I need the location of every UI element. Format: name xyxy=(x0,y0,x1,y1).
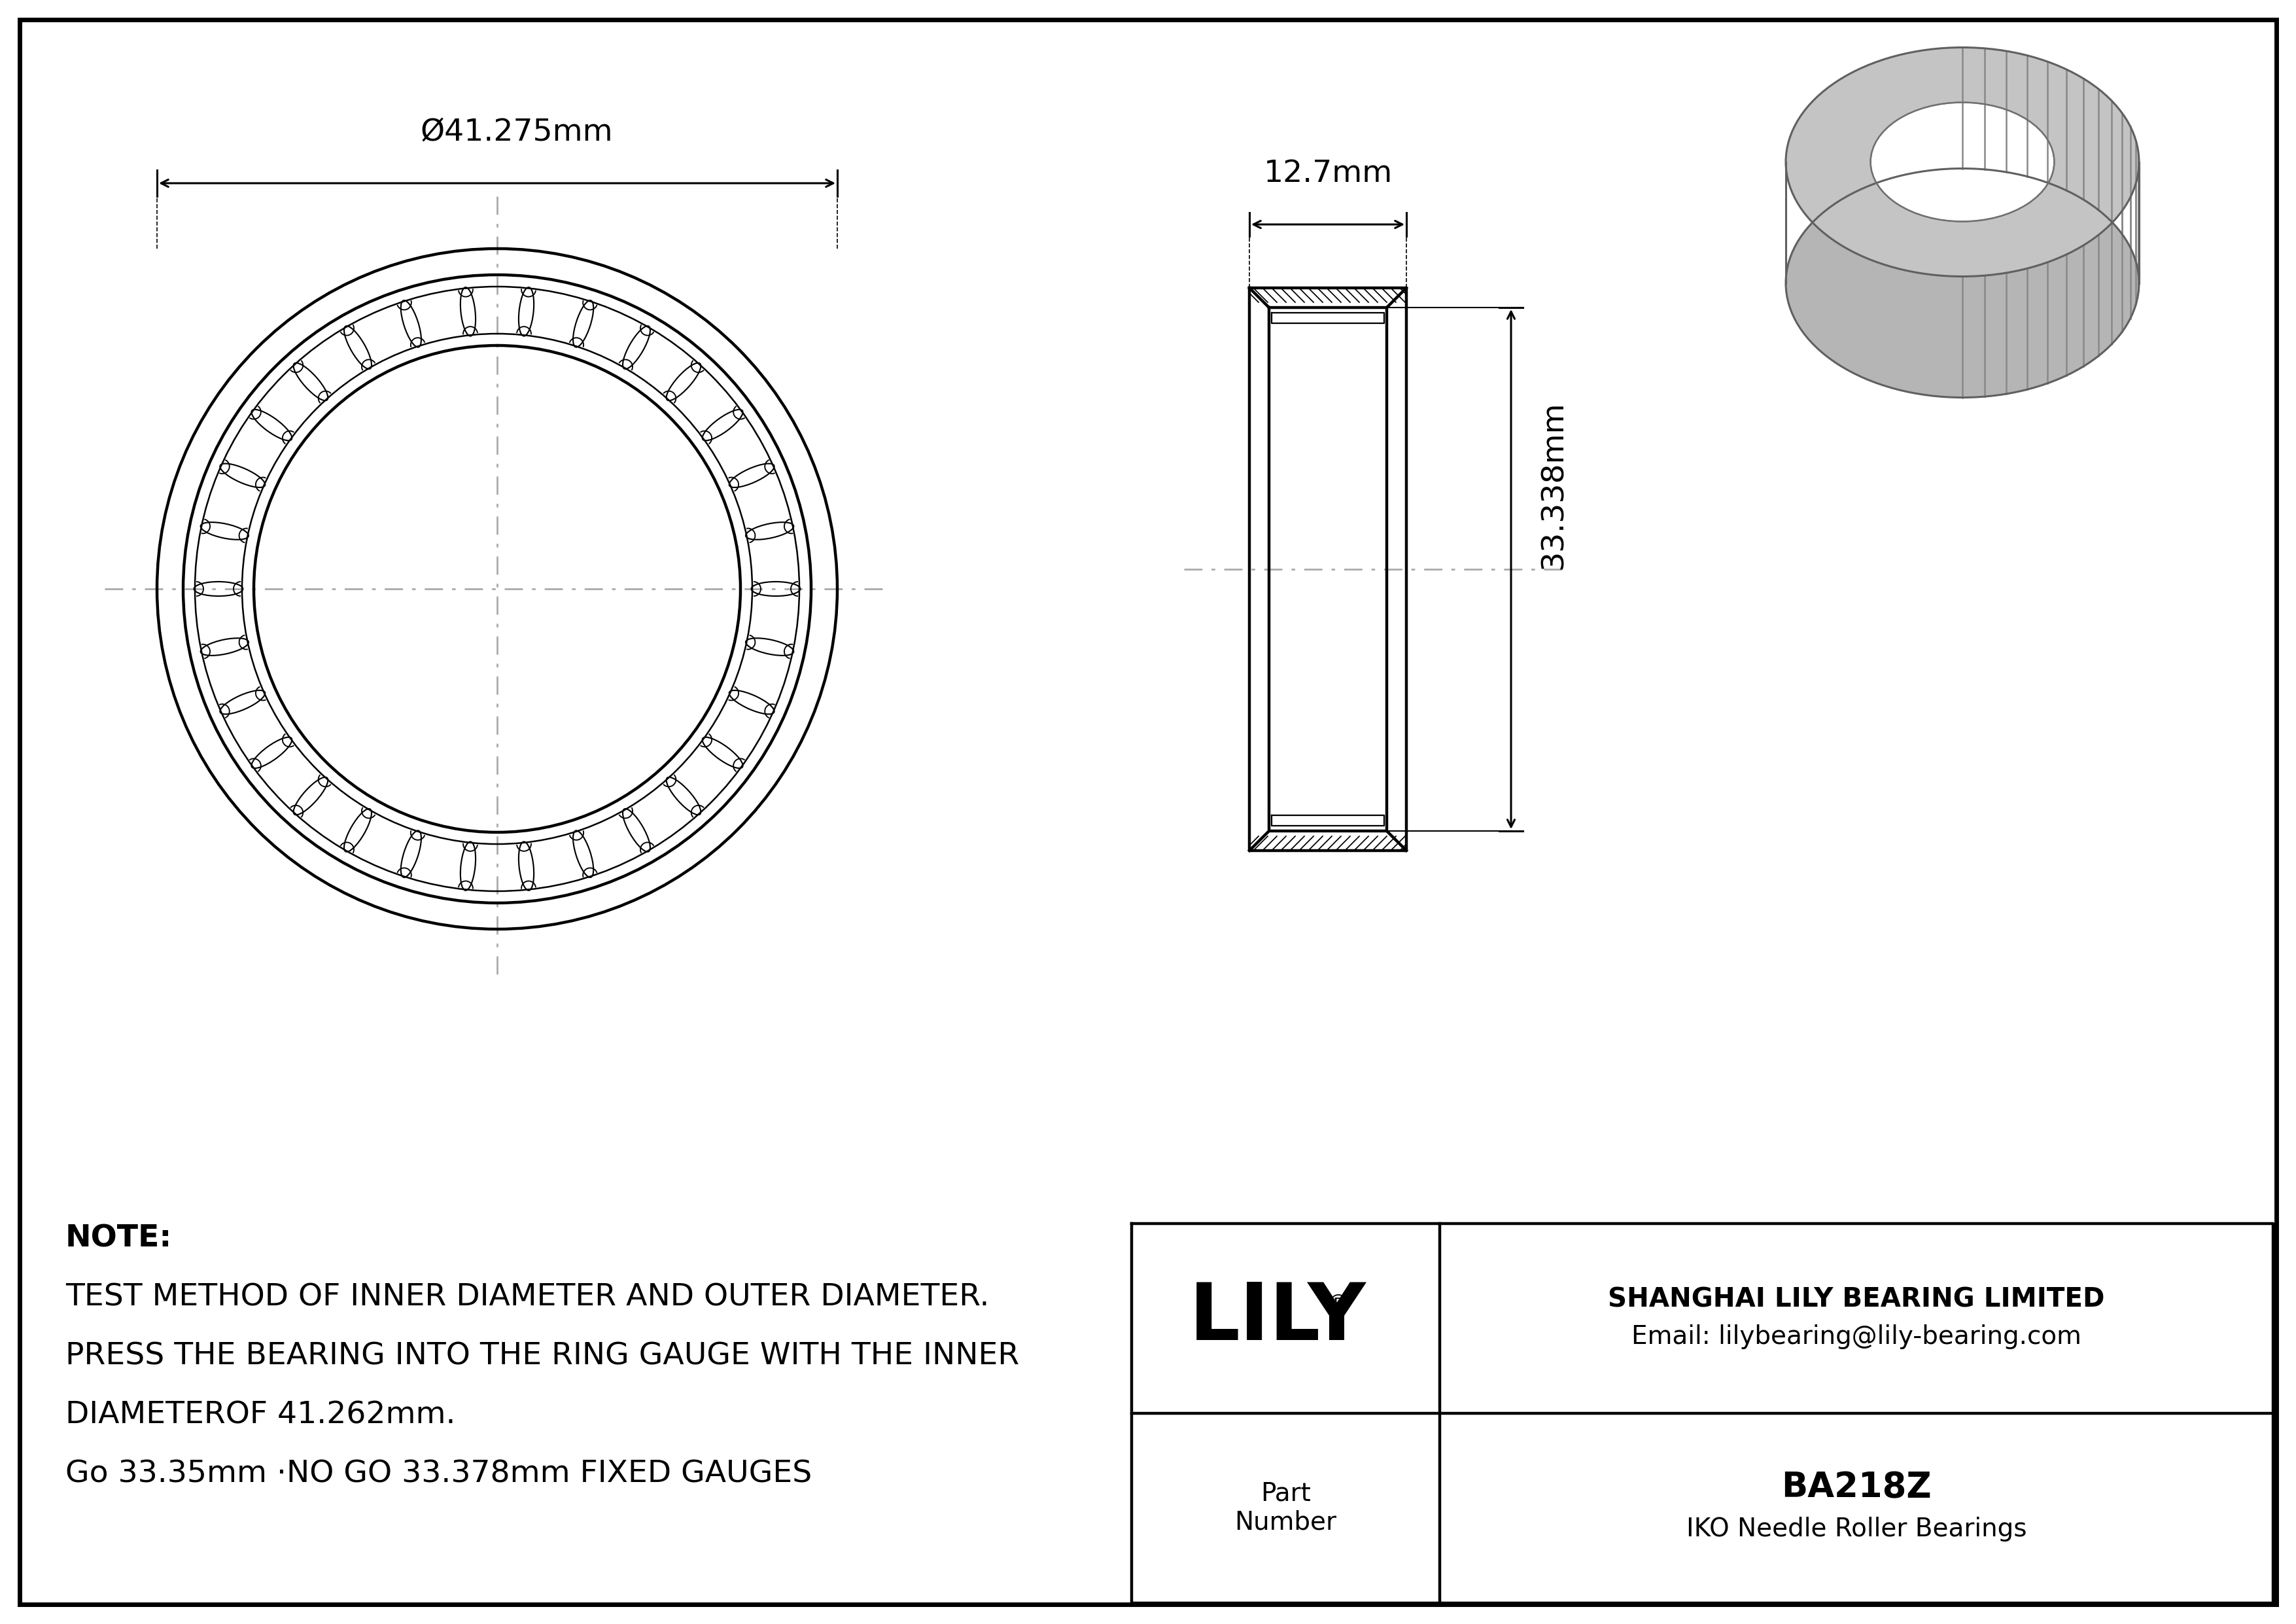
Text: Email: lilybearing@lily-bearing.com: Email: lilybearing@lily-bearing.com xyxy=(1632,1324,2082,1350)
Text: Go 33.35mm ·NO GO 33.378mm FIXED GAUGES: Go 33.35mm ·NO GO 33.378mm FIXED GAUGES xyxy=(64,1458,813,1489)
Text: ®: ® xyxy=(1327,1294,1350,1315)
Text: 12.7mm: 12.7mm xyxy=(1263,159,1391,188)
Text: Ø41.275mm: Ø41.275mm xyxy=(420,119,613,148)
Text: Part
Number: Part Number xyxy=(1235,1481,1336,1535)
Text: NOTE:: NOTE: xyxy=(64,1223,172,1254)
Polygon shape xyxy=(1963,47,2140,398)
Text: LILY: LILY xyxy=(1189,1280,1366,1356)
Text: 33.338mm: 33.338mm xyxy=(1538,401,1568,570)
Polygon shape xyxy=(1786,47,2140,276)
Text: DIAMETEROF 41.262mm.: DIAMETEROF 41.262mm. xyxy=(64,1400,455,1429)
Text: SHANGHAI LILY BEARING LIMITED: SHANGHAI LILY BEARING LIMITED xyxy=(1607,1288,2105,1314)
Text: IKO Needle Roller Bearings: IKO Needle Roller Bearings xyxy=(1685,1517,2027,1541)
Text: PRESS THE BEARING INTO THE RING GAUGE WITH THE INNER: PRESS THE BEARING INTO THE RING GAUGE WI… xyxy=(64,1341,1019,1371)
Ellipse shape xyxy=(1871,102,2055,221)
Polygon shape xyxy=(1786,169,2140,398)
Text: TEST METHOD OF INNER DIAMETER AND OUTER DIAMETER.: TEST METHOD OF INNER DIAMETER AND OUTER … xyxy=(64,1283,990,1312)
Text: BA218Z: BA218Z xyxy=(1782,1470,1931,1504)
